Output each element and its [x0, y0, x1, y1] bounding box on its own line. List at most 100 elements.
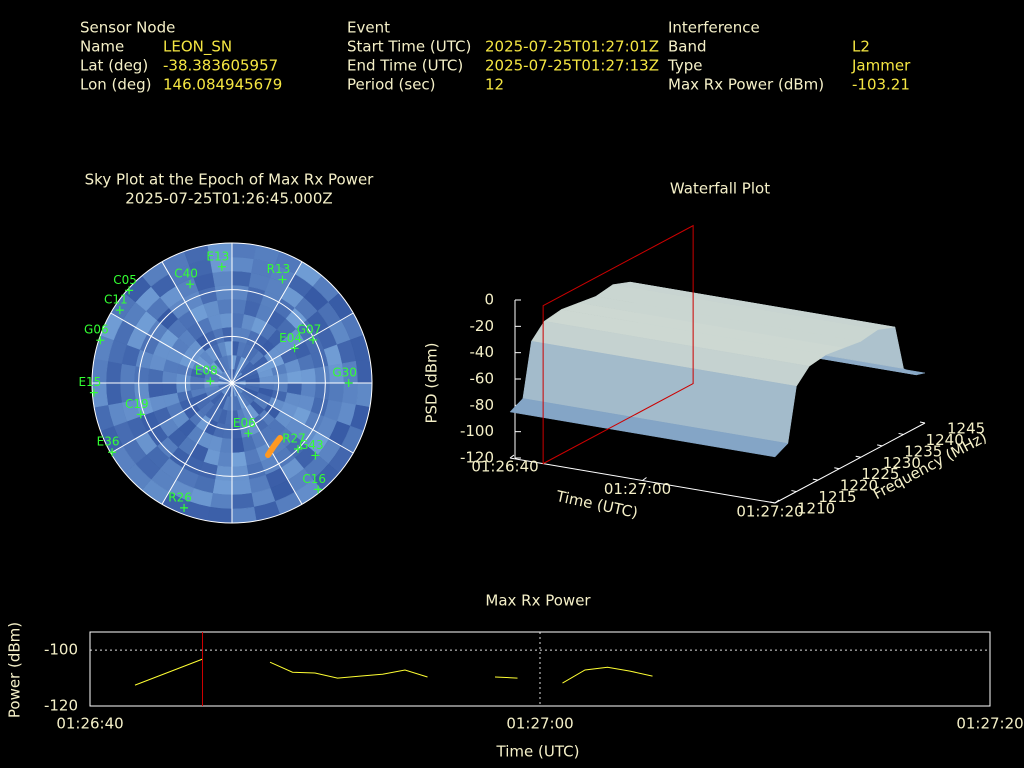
field-label: Type — [667, 57, 702, 75]
y-tick-label: 1230 — [883, 454, 921, 472]
chart-title: Waterfall Plot — [670, 180, 770, 198]
sky-cell — [209, 493, 233, 510]
y-tick-label: 1210 — [797, 500, 835, 518]
x-axis-label: Time (UTC) — [496, 743, 580, 761]
field-value: L2 — [852, 38, 870, 56]
satellite-label: G43 — [299, 438, 324, 452]
azimuth-line — [161, 261, 303, 505]
y-tick-label: 1215 — [818, 488, 856, 506]
z-tick-label: -100 — [460, 422, 494, 440]
field-value: LEON_SN — [163, 38, 232, 57]
sky-cell — [231, 479, 252, 496]
satellite-marker — [314, 485, 323, 494]
satellite-marker — [136, 410, 145, 419]
y-tick-label: -120 — [44, 697, 78, 715]
sky-cell — [214, 465, 233, 482]
y-tick-label: -100 — [44, 641, 78, 659]
sky-cell — [133, 365, 150, 384]
satellite-marker — [96, 336, 105, 345]
sky-cell — [105, 360, 122, 384]
z-tick-label: 0 — [484, 291, 494, 309]
satellite-label: R27 — [282, 431, 306, 445]
field-label: Name — [80, 38, 124, 56]
sky-cell — [231, 451, 247, 468]
field-label: Lon (deg) — [80, 76, 152, 94]
field-label: End Time (UTC) — [347, 57, 463, 75]
satellite-label: C40 — [174, 267, 198, 281]
y-tick-label: 1235 — [904, 442, 942, 460]
satellite-marker — [186, 280, 195, 289]
satellite-marker — [309, 335, 318, 344]
section-title: Interference — [668, 19, 760, 37]
sky-cell — [119, 363, 136, 384]
x-tick-label: 01:27:00 — [604, 480, 671, 498]
sky-cell — [328, 382, 345, 403]
field-label: Max Rx Power (dBm) — [668, 76, 824, 94]
sky-cell — [231, 242, 257, 260]
sky-cell — [231, 284, 250, 301]
satellite-label: G07 — [297, 322, 322, 336]
y-tick-label: 1225 — [861, 465, 899, 483]
sky-cell — [207, 506, 233, 524]
satellite-marker — [125, 286, 134, 295]
x-tick — [774, 499, 780, 504]
sky-cell — [231, 256, 255, 273]
sky-cell — [314, 382, 331, 401]
satellite-label: C11 — [104, 293, 128, 307]
satellite-marker — [293, 444, 302, 453]
x-tick-label: 01:26:40 — [471, 458, 538, 476]
sky-cell — [212, 270, 233, 287]
field-value: 146.084945679 — [163, 76, 282, 94]
field-label: Band — [668, 38, 707, 56]
y-tick — [812, 478, 818, 481]
sky-cell — [217, 298, 233, 315]
y-tick-label: 1245 — [947, 420, 985, 438]
chart-title: Max Rx Power — [485, 592, 591, 610]
satellite-label: C05 — [113, 273, 137, 287]
satellite-marker — [115, 306, 124, 315]
satellite-marker — [217, 262, 226, 271]
z-tick-label: -120 — [460, 449, 494, 467]
sky-cell — [231, 465, 250, 482]
section-title: Event — [347, 19, 390, 37]
field-label: Lat (deg) — [80, 57, 148, 75]
field-value: -38.383605957 — [163, 57, 278, 75]
satellite-marker — [180, 503, 189, 512]
satellite-label: E13 — [206, 249, 229, 263]
satellite-marker — [344, 379, 353, 387]
z-tick-label: -60 — [470, 370, 495, 388]
y-tick — [919, 421, 926, 424]
satellite-marker — [206, 377, 215, 386]
x-tick — [642, 477, 647, 481]
satellite-label: G30 — [332, 366, 357, 380]
surface-strip — [509, 398, 789, 458]
y-axis-label: Power (dBm) — [6, 622, 24, 718]
satellite-marker — [278, 275, 287, 284]
sky-cell — [355, 358, 373, 384]
z-tick-label: -80 — [470, 396, 495, 414]
plot-frame — [89, 631, 991, 707]
y-tick — [769, 501, 776, 504]
satellite-label: E04 — [279, 331, 302, 345]
x-tick-label: 01:27:00 — [506, 715, 573, 733]
satellite-label: C19 — [125, 397, 149, 411]
y-tick — [898, 432, 904, 435]
satellite-marker — [311, 451, 320, 460]
field-value: Jammer — [851, 57, 911, 75]
sky-cell — [147, 382, 164, 398]
field-label: Period (sec) — [347, 76, 436, 94]
frequency-axis — [774, 422, 926, 504]
y-tick-label: 1240 — [926, 431, 964, 449]
power-line — [134, 658, 653, 686]
satellite-marker — [89, 388, 98, 397]
sky-cell — [342, 382, 359, 406]
satellite-label: E36 — [97, 435, 120, 449]
sky-cell — [212, 479, 233, 496]
x-tick-label: 01:26:40 — [56, 715, 123, 733]
sky-cell — [355, 382, 373, 408]
field-label: Start Time (UTC) — [347, 38, 471, 56]
satellite-label: R13 — [267, 262, 291, 276]
y-tick — [791, 490, 797, 493]
x-tick-label: 01:27:20 — [736, 503, 803, 521]
